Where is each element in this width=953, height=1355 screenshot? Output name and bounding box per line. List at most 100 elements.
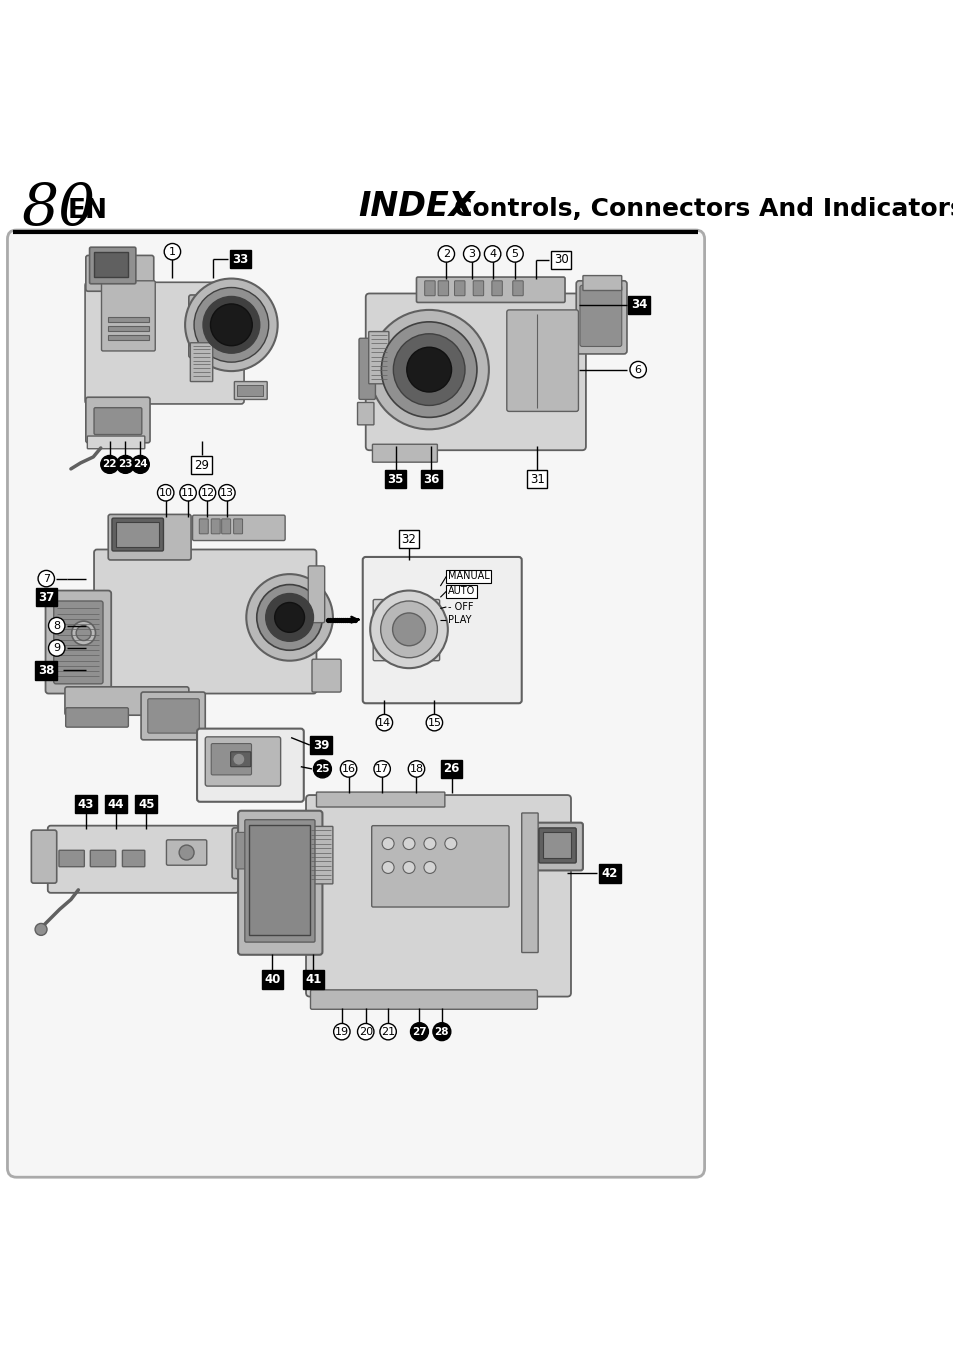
Text: 3: 3 [468,249,475,259]
FancyBboxPatch shape [312,660,341,692]
FancyBboxPatch shape [189,295,239,358]
FancyBboxPatch shape [108,515,191,560]
Circle shape [408,760,424,778]
Circle shape [49,640,65,656]
FancyBboxPatch shape [372,825,509,906]
Circle shape [423,837,436,850]
Text: - OFF: - OFF [447,602,473,612]
FancyBboxPatch shape [506,310,578,412]
FancyBboxPatch shape [66,707,129,728]
Circle shape [426,714,442,730]
Text: 30: 30 [554,253,568,267]
FancyBboxPatch shape [424,280,435,295]
FancyBboxPatch shape [148,699,199,733]
Text: 7: 7 [43,573,50,584]
Text: 14: 14 [377,718,391,728]
FancyBboxPatch shape [211,519,220,534]
Circle shape [164,244,180,260]
Circle shape [49,618,65,634]
Circle shape [393,612,425,646]
Text: 15: 15 [427,718,441,728]
Text: 33: 33 [232,252,248,266]
Circle shape [38,570,54,587]
FancyBboxPatch shape [437,280,448,295]
FancyBboxPatch shape [88,436,145,449]
Text: 11: 11 [181,488,194,497]
FancyBboxPatch shape [231,752,251,767]
Circle shape [375,714,393,730]
FancyBboxPatch shape [85,282,244,404]
Text: 36: 36 [423,473,439,486]
Text: 4: 4 [489,249,496,259]
Text: 18: 18 [409,764,423,774]
FancyBboxPatch shape [309,827,333,883]
Text: 28: 28 [435,1027,449,1037]
Text: AUTO: AUTO [447,587,475,596]
Text: 41: 41 [305,973,321,986]
Circle shape [380,602,436,657]
Bar [108,335,149,340]
Circle shape [334,1023,350,1039]
FancyBboxPatch shape [365,294,585,450]
Text: 80: 80 [21,180,95,237]
Circle shape [76,626,91,641]
Circle shape [71,621,95,645]
Bar [108,317,149,322]
FancyBboxPatch shape [94,550,316,694]
FancyBboxPatch shape [582,275,621,290]
Text: 13: 13 [220,488,233,497]
FancyBboxPatch shape [362,557,521,703]
Text: 42: 42 [601,867,618,879]
FancyBboxPatch shape [234,382,267,400]
Text: 9: 9 [53,644,60,653]
Text: 27: 27 [412,1027,426,1037]
FancyBboxPatch shape [235,832,259,869]
FancyBboxPatch shape [90,247,135,283]
FancyBboxPatch shape [86,397,150,443]
FancyBboxPatch shape [454,280,464,295]
Circle shape [484,245,500,262]
FancyBboxPatch shape [65,687,189,715]
FancyBboxPatch shape [193,515,285,541]
Circle shape [256,584,322,650]
FancyBboxPatch shape [199,519,208,534]
FancyBboxPatch shape [238,810,322,955]
Text: 25: 25 [314,764,330,774]
FancyBboxPatch shape [48,825,238,893]
Bar [249,825,310,935]
FancyBboxPatch shape [166,840,207,866]
Text: 31: 31 [530,473,544,486]
Text: 26: 26 [443,763,459,775]
FancyBboxPatch shape [512,280,522,295]
Circle shape [35,924,47,935]
FancyBboxPatch shape [308,566,324,623]
Text: 6: 6 [634,364,641,374]
Text: INDEX: INDEX [358,190,475,222]
FancyBboxPatch shape [492,280,502,295]
Circle shape [423,862,436,874]
FancyBboxPatch shape [59,851,84,867]
Circle shape [157,485,173,501]
Circle shape [218,485,234,501]
Text: 22: 22 [102,459,117,469]
Bar [108,327,149,331]
Text: 35: 35 [387,473,403,486]
Circle shape [203,297,259,354]
Text: 23: 23 [118,459,132,469]
FancyBboxPatch shape [141,692,205,740]
FancyBboxPatch shape [191,343,213,382]
FancyBboxPatch shape [112,518,163,551]
FancyBboxPatch shape [233,519,242,534]
Circle shape [369,310,488,430]
Circle shape [116,455,134,473]
Text: 8: 8 [53,621,60,630]
Text: 10: 10 [158,488,172,497]
Circle shape [101,455,118,473]
Text: 29: 29 [193,458,209,472]
Circle shape [382,862,394,874]
FancyBboxPatch shape [94,408,142,435]
Circle shape [437,245,454,262]
Circle shape [374,760,390,778]
Text: 37: 37 [38,591,54,604]
FancyBboxPatch shape [306,795,571,996]
